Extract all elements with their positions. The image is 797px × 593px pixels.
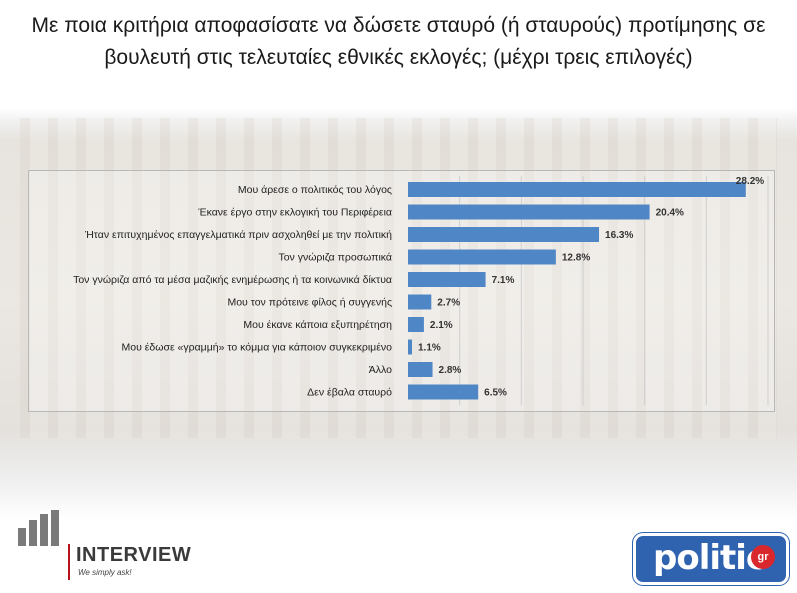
category-label: Μου έδωσε «γραμμή» το κόμμα για κάποιον … [122, 342, 393, 354]
bar [408, 339, 412, 355]
category-label: Δεν έβαλα σταυρό [307, 387, 392, 399]
bar [408, 384, 479, 400]
chart-frame [28, 170, 775, 412]
value-label: 12.8% [562, 253, 590, 264]
chart-title: Με ποια κριτήρια αποφασίσατε να δώσετε σ… [31, 14, 766, 69]
bar [408, 317, 424, 332]
politic-logo-word: politic [653, 538, 766, 578]
bar [408, 204, 650, 220]
interview-logo-name: INTERVIEW [76, 544, 192, 566]
value-label: 7.1% [492, 275, 515, 286]
value-label: 1.1% [418, 343, 441, 354]
category-label: Τον γνώριζα από τα μέσα μαζικής ενημέρωσ… [73, 274, 392, 286]
category-label: Μου τον πρότεινε φίλος ή συγγενής [227, 297, 392, 309]
politic-logo-badge: gr [751, 545, 775, 569]
interview-logo: INTERVIEW We simply ask! [18, 510, 208, 584]
category-label: Ήταν επιτυχημένος επαγγελματικά πριν ασχ… [84, 229, 392, 241]
value-label: 28.2% [736, 176, 764, 187]
value-label: 2.7% [437, 298, 460, 309]
category-label: Άλλο [369, 364, 392, 376]
category-label: Τον γνώριζα προσωπικά [278, 252, 392, 264]
bar [408, 227, 600, 242]
value-label: 6.5% [484, 388, 507, 399]
politic-gr-logo: politic gr [633, 533, 789, 585]
category-label: Μου έκανε κάποια εξυπηρέτηση [243, 319, 392, 331]
value-label: 16.3% [605, 230, 633, 241]
bar [408, 249, 556, 265]
value-label: 2.8% [439, 365, 462, 376]
category-label: Έκανε έργο στην εκλογική του Περιφέρεια [197, 207, 392, 219]
value-label: 2.1% [430, 320, 453, 331]
bar [408, 182, 746, 197]
bar [408, 272, 486, 287]
bar [408, 362, 433, 377]
category-label: Μου άρεσε ο πολιτικός του λόγος [238, 184, 392, 196]
value-label: 20.4% [656, 208, 684, 219]
parliament-background-image [20, 118, 777, 438]
bar [408, 294, 432, 310]
logo-divider [68, 544, 70, 580]
interview-logo-tagline: We simply ask! [78, 568, 132, 577]
